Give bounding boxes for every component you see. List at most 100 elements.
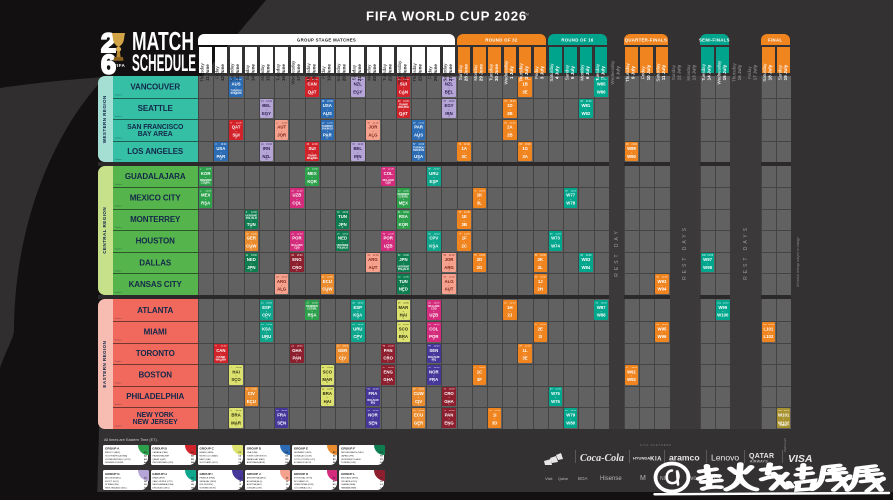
- svg-text:H: H: [266, 316, 268, 319]
- svg-text:2L: 2L: [538, 265, 543, 270]
- svg-text:SCOTLAND (SCO): SCOTLAND (SCO): [200, 461, 219, 464]
- svg-text:PAR: PAR: [414, 125, 424, 130]
- svg-text:CENTRAL REGION: CENTRAL REGION: [102, 207, 107, 254]
- svg-text:18:00: 18:00: [571, 410, 577, 412]
- svg-text:12:00: 12:00: [403, 101, 409, 103]
- svg-text:All match timings subject to c: All match timings subject to change: [796, 237, 800, 287]
- svg-text:KIA: KIA: [650, 457, 662, 463]
- svg-text:4 July: 4 July: [555, 66, 560, 79]
- svg-text:53: 53: [398, 276, 401, 278]
- svg-text:v: v: [540, 333, 542, 335]
- svg-text:Friday: Friday: [427, 66, 432, 79]
- svg-text:3E: 3E: [522, 356, 527, 361]
- svg-text:1K: 1K: [477, 193, 483, 198]
- svg-text:C: C: [326, 381, 328, 384]
- svg-text:18:00: 18:00: [449, 410, 455, 412]
- svg-text:E3: E3: [333, 459, 336, 461]
- svg-text:v: v: [266, 311, 268, 313]
- svg-text:v: v: [448, 263, 450, 265]
- svg-text:v: v: [251, 397, 253, 399]
- svg-text:57: 57: [413, 144, 416, 146]
- svg-text:A: A: [403, 204, 405, 207]
- svg-text:18:00: 18:00: [418, 410, 424, 412]
- svg-text:F: F: [342, 226, 344, 229]
- svg-text:QATAR (QAT): QATAR (QAT): [152, 458, 166, 461]
- svg-text:Sunday: Sunday: [564, 64, 569, 80]
- svg-text:JOR: JOR: [369, 125, 379, 130]
- svg-text:22: 22: [291, 255, 294, 257]
- svg-text:2D: 2D: [477, 257, 483, 262]
- svg-text:JAPAN (JPN): JAPAN (JPN): [341, 454, 354, 457]
- svg-text:CPV: CPV: [262, 313, 271, 318]
- svg-text:v: v: [631, 376, 633, 378]
- svg-text:KSA: KSA: [262, 326, 271, 331]
- svg-text:ESP: ESP: [429, 179, 438, 184]
- svg-text:POL/ALB: POL/ALB: [337, 246, 348, 249]
- svg-text:95: 95: [596, 302, 599, 304]
- svg-text:14: 14: [261, 144, 264, 146]
- svg-text:ITA/NIR/WAL/BIH: ITA/NIR/WAL/BIH: [152, 454, 169, 457]
- svg-text:Friday: Friday: [747, 66, 752, 79]
- svg-text:21:00: 21:00: [555, 233, 561, 235]
- svg-text:BOA: BOA: [578, 476, 588, 481]
- svg-text:2J: 2J: [507, 313, 512, 318]
- svg-text:12 June: 12 June: [220, 64, 225, 82]
- svg-text:KOR: KOR: [201, 171, 211, 176]
- svg-text:v: v: [342, 242, 344, 244]
- svg-text:GROUP K: GROUP K: [294, 472, 309, 476]
- svg-text:NCL/JAM/COD: NCL/JAM/COD: [294, 480, 309, 483]
- svg-text:SVK/KOS: SVK/KOS: [230, 92, 242, 95]
- svg-text:EGY: EGY: [444, 103, 453, 108]
- svg-text:v: v: [479, 376, 481, 378]
- svg-text:v: v: [479, 199, 481, 201]
- svg-text:W91: W91: [627, 369, 636, 374]
- svg-text:v: v: [296, 354, 298, 356]
- svg-text:v: v: [266, 152, 268, 154]
- svg-text:v: v: [494, 419, 496, 421]
- svg-text:v: v: [448, 397, 450, 399]
- svg-text:v: v: [342, 354, 344, 356]
- svg-text:G: G: [266, 158, 268, 161]
- svg-text:1C: 1C: [477, 369, 483, 374]
- svg-text:C4: C4: [238, 461, 242, 464]
- svg-text:MONTERREY: MONTERREY: [130, 215, 181, 224]
- svg-text:76: 76: [474, 255, 477, 257]
- svg-text:I4: I4: [239, 487, 242, 490]
- svg-text:21:00: 21:00: [464, 144, 470, 146]
- svg-text:TUR/ROU: TUR/ROU: [413, 146, 425, 149]
- svg-text:18:00: 18:00: [403, 324, 409, 326]
- svg-text:CPV: CPV: [353, 334, 362, 339]
- svg-text:CIV: CIV: [415, 399, 422, 404]
- svg-text:J: J: [372, 269, 374, 272]
- svg-text:18:00: 18:00: [479, 190, 485, 192]
- svg-text:W80: W80: [566, 420, 575, 425]
- svg-text:12:00: 12:00: [723, 302, 729, 304]
- svg-text:GHANA (GHA): GHANA (GHA): [341, 483, 355, 486]
- svg-text:1I: 1I: [493, 413, 497, 418]
- svg-text:v: v: [403, 333, 405, 335]
- svg-text:TUN: TUN: [399, 279, 408, 284]
- svg-text:GROUP J: GROUP J: [247, 472, 261, 476]
- svg-text:MEX: MEX: [307, 171, 316, 176]
- svg-text:CAN: CAN: [307, 82, 316, 87]
- svg-text:SEN: SEN: [369, 420, 378, 425]
- svg-text:84: 84: [520, 346, 523, 348]
- svg-text:v: v: [312, 88, 314, 90]
- svg-text:W90: W90: [627, 154, 636, 159]
- svg-text:22 June: 22 June: [372, 64, 377, 82]
- svg-text:18:00: 18:00: [327, 367, 333, 369]
- svg-text:8: 8: [231, 410, 233, 412]
- svg-text:CROATIA (CRO): CROATIA (CRO): [341, 480, 357, 483]
- svg-text:F3: F3: [380, 459, 383, 461]
- svg-text:20: 20: [291, 190, 294, 192]
- svg-text:K: K: [387, 183, 389, 186]
- svg-text:11 July: 11 July: [661, 64, 666, 80]
- svg-text:72: 72: [459, 144, 462, 146]
- svg-text:Stadium: Stadium: [115, 317, 123, 320]
- svg-text:D3: D3: [286, 459, 290, 461]
- svg-text:J: J: [281, 136, 283, 139]
- svg-text:33: 33: [337, 212, 340, 214]
- svg-text:12:00: 12:00: [358, 144, 364, 146]
- svg-text:MAR: MAR: [231, 420, 242, 425]
- svg-text:42: 42: [367, 389, 370, 391]
